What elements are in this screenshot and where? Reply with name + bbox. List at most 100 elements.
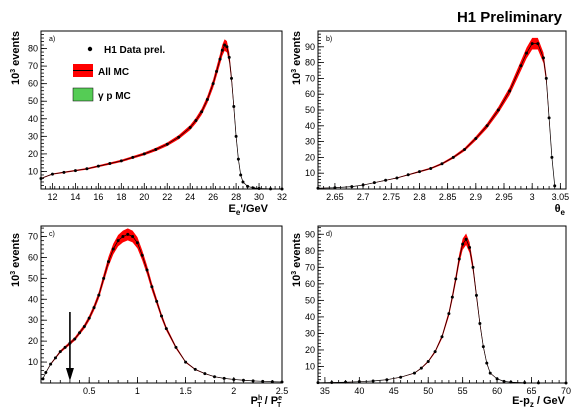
- panel-d-data-point: [481, 345, 485, 349]
- panel-c-cut-arrow-head: [65, 368, 74, 381]
- panel-d-data-point: [385, 378, 389, 382]
- panel-b-data-point: [541, 56, 545, 60]
- panel-b-ytick-label: 90: [305, 42, 315, 52]
- panel-b-data-point: [530, 42, 534, 46]
- panel-b-data-point: [463, 148, 467, 151]
- panel-c-data-point: [82, 324, 86, 328]
- panel-d-data-point: [495, 377, 499, 381]
- panel-c-mc-line: [42, 233, 283, 383]
- panel-a-xtick-label: 28: [231, 192, 241, 202]
- panel-d-xtick-label: 55: [458, 386, 468, 396]
- panel-a: a) 12 14 16 18 20 22 24 26 28 30 32 10 20 30 40 50 60 70 80: [28, 30, 287, 202]
- legend: H1 Data prel. All MC γ p MC: [72, 45, 165, 102]
- panel-b-data-point: [395, 176, 399, 180]
- panel-b-ylabel: 103 events: [291, 31, 303, 85]
- panel-c-ylabel: 103 events: [10, 233, 22, 287]
- panel-b-xtick-label: 3.05: [552, 192, 570, 202]
- panel-b-data-point: [553, 184, 557, 188]
- panel-a-xtick-label: 32: [277, 192, 287, 202]
- panel-a-data-point: [236, 157, 240, 161]
- panel-d: d) 35 40 45 50 55 60 65 70 10 20 30 40 50 60 70 80 90: [305, 225, 571, 396]
- panel-c-data-point: [111, 247, 115, 251]
- panel-c-xlabel: Ph T / Pe T: [251, 395, 282, 409]
- panel-b-data-point: [485, 124, 489, 128]
- panel-b-ytick-label: 70: [305, 73, 315, 83]
- panel-d-data-point: [316, 381, 320, 385]
- panel-d-mc-line: [317, 238, 567, 384]
- panel-c-data-point: [213, 375, 217, 379]
- panel-d-ytick-label: 50: [305, 295, 315, 305]
- panel-a-data-point: [108, 162, 112, 166]
- panel-b-xtick-label: 2.9: [470, 192, 483, 202]
- panel-c-xtick-label: 2: [231, 386, 236, 396]
- panel-a-data-point: [165, 142, 169, 146]
- panel-c-data-point: [44, 371, 48, 375]
- panel-b-mc-line: [317, 43, 556, 189]
- panel-d-data-point: [536, 381, 540, 385]
- panel-c-data-point: [193, 367, 197, 371]
- panel-d-data-point: [474, 293, 478, 297]
- panel-c-label: c): [49, 231, 55, 238]
- panel-d-data-point: [399, 375, 403, 379]
- panel-a-data-point: [257, 186, 261, 190]
- panel-a-xlabel: Ee'/GeV: [229, 203, 269, 217]
- panel-b-data-point: [550, 155, 554, 159]
- panel-a-data-point: [50, 172, 54, 176]
- panel-b-data-point: [406, 173, 410, 177]
- panel-c-ytick-label: 50: [28, 273, 38, 283]
- panel-a-xtick-label: 12: [47, 192, 57, 202]
- panel-d-frame: [317, 225, 567, 384]
- panel-b-ytick-label: 10: [305, 168, 315, 178]
- panel-d-xlabel: E-pz / GeV: [512, 395, 566, 409]
- panel-a-data-point: [225, 45, 229, 49]
- panel-c-xtick-label: 1.5: [179, 386, 192, 396]
- panel-b-data-point: [417, 170, 421, 174]
- panel-a-data-point: [154, 148, 158, 151]
- panel-d-data-point: [471, 265, 475, 269]
- panel-d-data-point: [468, 245, 472, 249]
- panel-b-data-point: [508, 89, 512, 93]
- panel-a-ylabel: 103 events: [10, 31, 22, 85]
- panel-a-data-point: [211, 82, 215, 86]
- panel-a-mc-band: [41, 39, 282, 189]
- panel-c-ytick-label: 10: [28, 357, 38, 367]
- panel-c-data-point: [73, 337, 77, 341]
- panel-d-ytick-label: 80: [305, 246, 315, 256]
- panel-c-data-point: [135, 241, 139, 245]
- panel-d-data-point: [564, 381, 568, 385]
- panel-b-data-point: [525, 51, 529, 55]
- legend-data-label: H1 Data prel.: [104, 45, 165, 56]
- panel-b-xtick-label: 2.95: [495, 192, 513, 202]
- panel-c-data-point: [203, 372, 207, 376]
- panel-c-data-point: [87, 316, 91, 320]
- panel-a-data-point: [246, 184, 250, 188]
- panel-c-data-point: [280, 380, 284, 384]
- panel-a-data-point: [188, 126, 192, 130]
- panel-a-data-point: [200, 110, 204, 114]
- axis-labels: 103 events Ee'/GeV 103 events θe 103 eve…: [10, 31, 566, 409]
- panel-a-ytick-label: 60: [28, 79, 38, 89]
- panel-b-ytick-label: 40: [305, 121, 315, 131]
- legend-data-marker: [87, 46, 93, 52]
- legend-allmc-label: All MC: [98, 67, 129, 78]
- panel-b-data-point: [333, 186, 337, 190]
- panel-c-data-point: [53, 356, 57, 360]
- panel-a-xtick-label: 18: [116, 192, 126, 202]
- panel-c-data-point: [92, 306, 96, 310]
- panel-a-data-point: [234, 134, 238, 138]
- panel-d-xtick-label: 45: [389, 386, 399, 396]
- panel-c-data-point: [58, 350, 62, 354]
- panel-d-data-point: [426, 360, 430, 364]
- panel-a-ytick-label: 30: [28, 131, 38, 141]
- panel-c-xtick-label: 0.5: [83, 386, 96, 396]
- panel-d-data-point: [478, 322, 482, 326]
- panel-b-data-point: [536, 42, 540, 46]
- panel-a-data-point: [230, 76, 234, 80]
- panel-d-ytick-label: 20: [305, 345, 315, 355]
- panel-b-xtick-label: 2.85: [439, 192, 457, 202]
- panel-a-data-point: [62, 170, 66, 174]
- panel-a-data-point: [131, 155, 135, 159]
- panel-b-data-point: [316, 186, 320, 190]
- panel-a-data-point: [194, 119, 198, 123]
- panel-d-xtick-label: 35: [320, 386, 330, 396]
